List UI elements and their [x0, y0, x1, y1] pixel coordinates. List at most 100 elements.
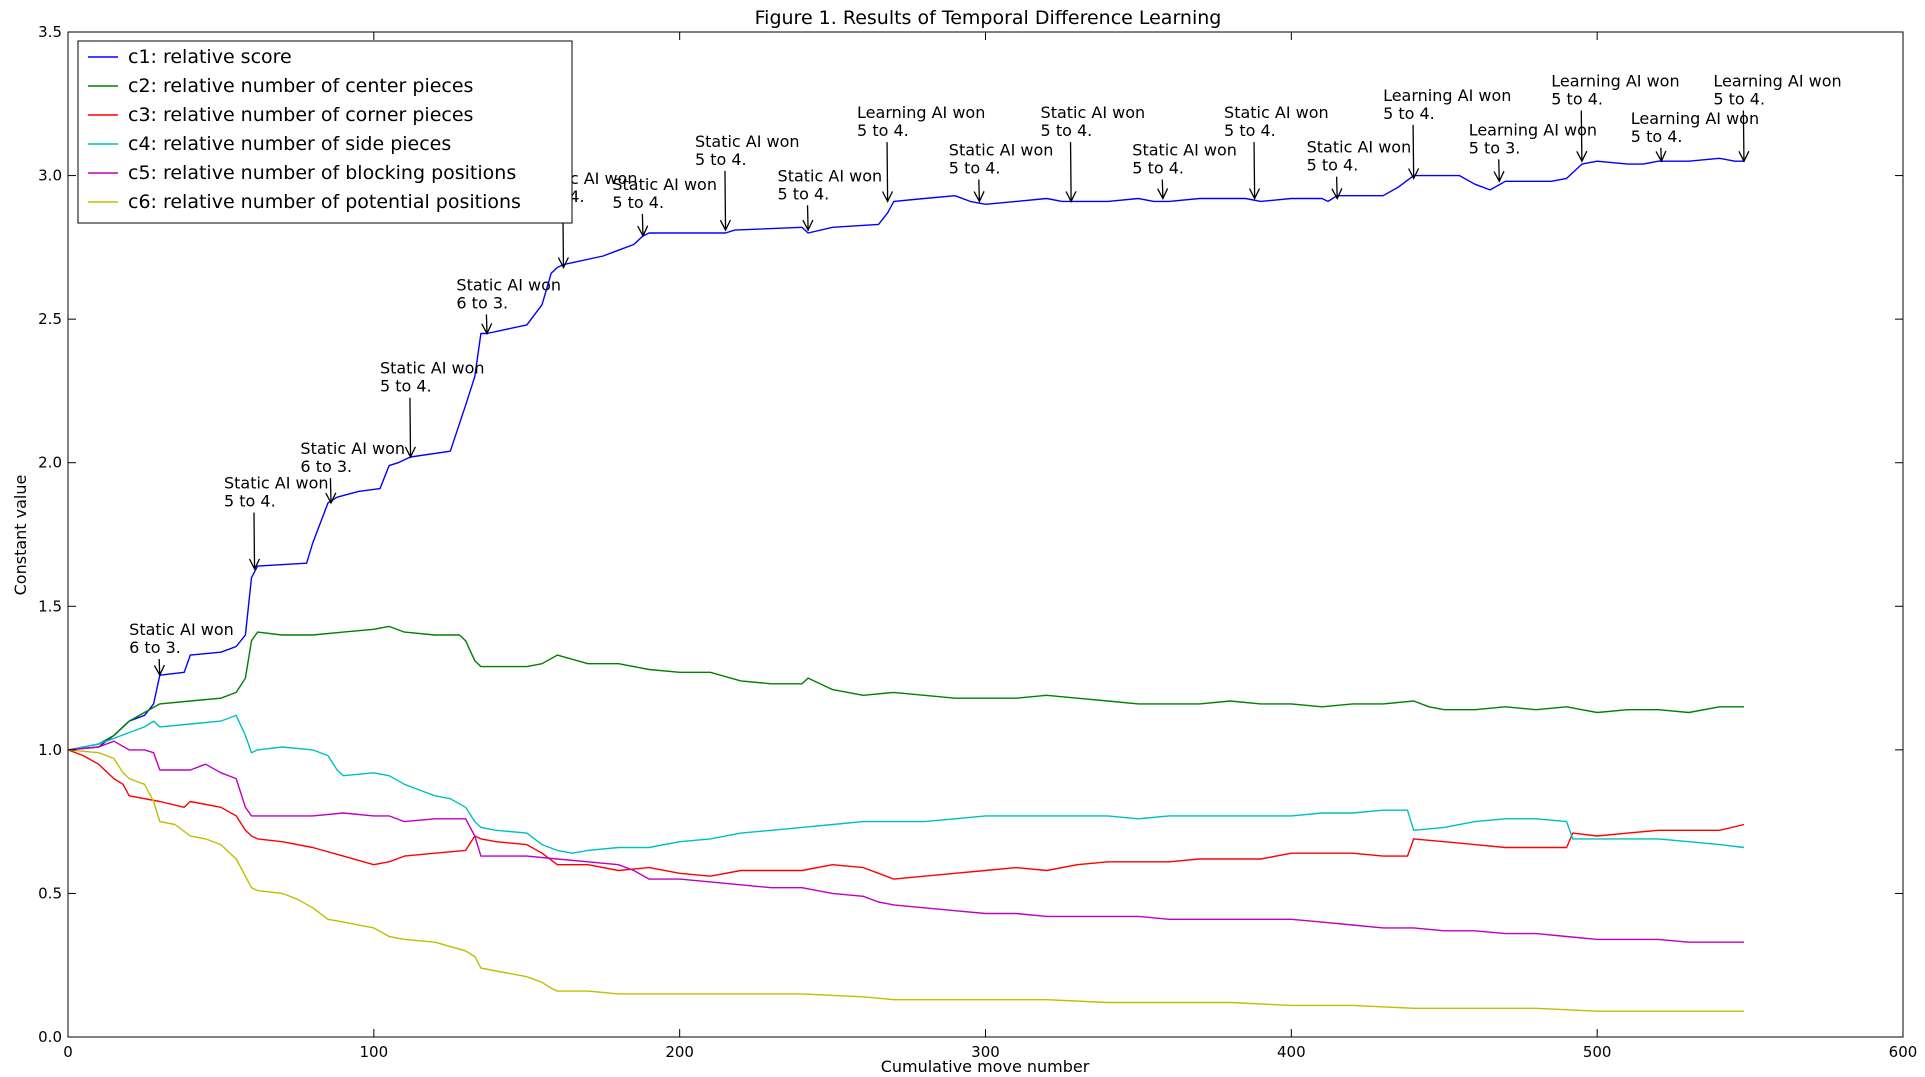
annotation-arrow-shaft [724, 170, 727, 231]
annotation-arrow-head-icon [557, 257, 569, 269]
legend-label: c2: relative number of center pieces [128, 75, 473, 97]
annotation-text: 5 to 4. [1041, 121, 1093, 140]
x-tick-label: 200 [665, 1043, 694, 1061]
annotation-text: Static AI won [456, 275, 561, 294]
x-tick-label: 400 [1277, 1043, 1306, 1061]
annotation-text: Static AI won [1224, 103, 1329, 122]
series-line-c5 [67, 740, 1744, 943]
annotation-arrow-shaft [978, 179, 981, 202]
series-line-c2 [67, 625, 1744, 751]
annotation-arrow-shaft [886, 142, 889, 202]
annotation-arrow-shaft [1660, 147, 1663, 162]
annotation-text: 6 to 3. [456, 293, 508, 312]
annotation-text: Static AI won [1132, 140, 1237, 159]
legend-label: c3: relative number of corner pieces [128, 104, 473, 126]
x-tick-label: 0 [63, 1043, 73, 1061]
annotation-text: 5 to 4. [949, 158, 1001, 177]
legend-label: c6: relative number of potential positio… [128, 191, 521, 213]
annotation-text: Static AI won [1041, 103, 1146, 122]
annotation-arrow-head-icon [973, 191, 985, 203]
annotation-arrow-head-icon [1576, 150, 1588, 163]
y-tick-label: 2.0 [38, 454, 62, 472]
legend-entry-c6: c6: relative number of potential positio… [88, 191, 521, 213]
x-tick-label: 500 [1583, 1043, 1612, 1061]
annotation-arrow-shaft [1161, 179, 1164, 199]
annotation-text: 5 to 4. [1631, 127, 1683, 146]
annotation-text: Static AI won [129, 620, 234, 639]
annotation-text: Static AI won [949, 140, 1054, 159]
annotation-text: 5 to 4. [1383, 104, 1435, 123]
annotation-text: 6 to 3. [300, 457, 352, 476]
series-lines [67, 157, 1745, 1012]
series-line-c4 [67, 714, 1745, 854]
annotation-arrow-head-icon [1331, 188, 1343, 200]
x-tick-label: 300 [971, 1043, 1000, 1061]
y-axis-label: Constant value [11, 475, 30, 596]
annotation-arrow-shaft [253, 512, 256, 569]
annotation-arrow-head-icon [1408, 168, 1420, 180]
annotation-arrow-head-icon [1738, 150, 1750, 163]
annotation-arrow-head-icon [1493, 170, 1505, 183]
annotation-text: 5 to 4. [695, 150, 747, 169]
annotation-text: Learning AI won [1631, 109, 1759, 128]
annotation-text: Static AI won [695, 132, 800, 151]
legend-entry-c5: c5: relative number of blocking position… [88, 162, 516, 184]
y-tick-label: 0.0 [38, 1028, 62, 1046]
annotation-arrow-head-icon [404, 446, 416, 459]
legend-entry-c2: c2: relative number of center pieces [88, 75, 473, 97]
annotation-arrow-head-icon [719, 219, 731, 232]
chart-title: Figure 1. Results of Temporal Difference… [755, 7, 1222, 29]
annotation-arrow-head-icon [325, 492, 337, 505]
annotation-text: 5 to 4. [380, 377, 432, 396]
annotation-arrow-head-icon [1655, 150, 1667, 163]
annotation-text: Learning AI won [857, 103, 985, 122]
annotation-text: Learning AI won [1383, 86, 1511, 105]
series-line-c1 [67, 157, 1744, 751]
legend-entry-c4: c4: relative number of side pieces [88, 133, 451, 155]
annotation-arrow-head-icon [481, 323, 493, 335]
x-axis-label: Cumulative move number [881, 1057, 1090, 1076]
legend-box [77, 40, 573, 224]
legend-label: c4: relative number of side pieces [128, 133, 451, 155]
annotation-text: 5 to 4. [1132, 158, 1184, 177]
series-line-c3 [67, 749, 1745, 880]
annotation-text: Static AI won [612, 175, 717, 194]
annotation-arrow-head-icon [1157, 188, 1169, 200]
annotation-arrow-head-icon [881, 191, 894, 203]
series-line-c6 [67, 749, 1744, 1012]
annotation-text: Learning AI won [1713, 72, 1841, 91]
annotation-text: Learning AI won [1469, 120, 1597, 139]
x-tick-label: 100 [360, 1043, 389, 1061]
axis-ticks: 0 100 200 300 400 500 600 0.0 0.5 1.0 1.5 2.0 2.5 3.0… [38, 23, 1917, 1061]
annotation-arrow-shaft [329, 478, 332, 503]
annotation-arrow-head-icon [153, 664, 165, 677]
y-tick-label: 3.5 [38, 23, 62, 41]
annotation-text: 5 to 4. [224, 492, 276, 511]
legend-label: c5: relative number of blocking position… [128, 162, 516, 184]
legend: c1: relative score c2: relative number of… [77, 40, 573, 224]
y-tick-label: 1.5 [38, 597, 62, 615]
annotation-text: Static AI won [778, 166, 883, 185]
annotation-text: Static AI won [300, 439, 405, 458]
annotation-arrow-shaft [1580, 110, 1583, 162]
annotation-arrow-shaft [1742, 110, 1745, 162]
annotation-text: 5 to 4. [612, 193, 664, 212]
annotation-arrow-shaft [485, 314, 488, 334]
annotation-arrow-head-icon [802, 219, 814, 232]
annotation-arrow-shaft [641, 213, 644, 236]
annotation-text: 5 to 4. [1713, 90, 1765, 109]
annotation-arrow-head-icon [1065, 191, 1077, 203]
